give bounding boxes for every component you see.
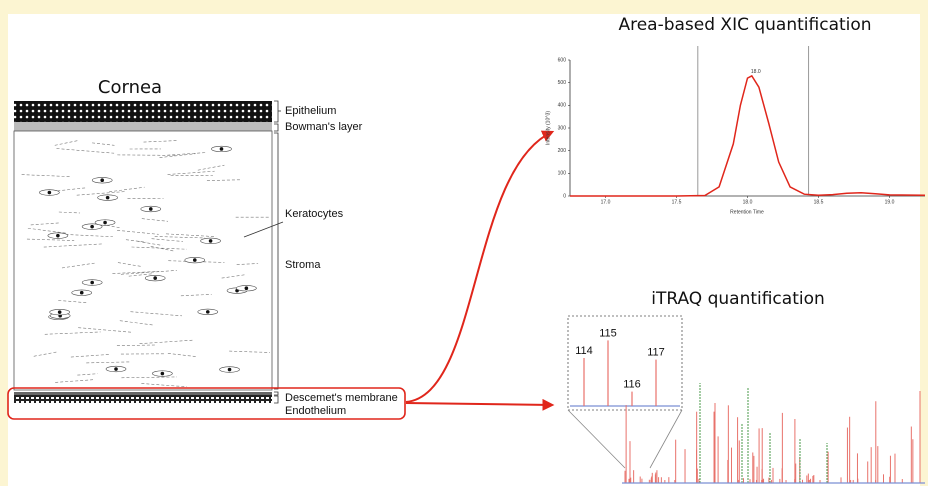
layer-label: Keratocytes bbox=[285, 208, 344, 220]
keratocyte-nucleus bbox=[103, 221, 107, 225]
layer-label: Stroma bbox=[285, 259, 321, 271]
keratocyte-nucleus bbox=[220, 147, 224, 151]
x-tick-label: 17.0 bbox=[601, 199, 611, 205]
y-tick-label: 500 bbox=[558, 80, 567, 86]
x-tick-label: 18.5 bbox=[814, 199, 824, 205]
y-tick-label: 400 bbox=[558, 103, 567, 109]
keratocyte-nucleus bbox=[56, 234, 60, 238]
layer-label: Bowman's layer bbox=[285, 121, 363, 133]
x-tick-label: 19.0 bbox=[885, 199, 895, 205]
y-tick-label: 0 bbox=[563, 193, 566, 199]
layer-label: Epithelium bbox=[285, 105, 336, 117]
layer-label: Descemet's membrane bbox=[285, 392, 398, 404]
keratocyte-nucleus bbox=[209, 239, 213, 243]
keratocyte-nucleus bbox=[100, 178, 104, 182]
epithelium bbox=[14, 101, 272, 122]
keratocyte-nucleus bbox=[114, 367, 118, 371]
stroma bbox=[14, 131, 272, 390]
keratocyte-nucleus bbox=[161, 372, 165, 376]
inset-box bbox=[568, 316, 682, 410]
y-tick-label: 100 bbox=[558, 171, 567, 177]
cornea-diagram bbox=[14, 101, 272, 403]
keratocyte-nucleus bbox=[90, 225, 94, 229]
x-tick-label: 18.0 bbox=[743, 199, 753, 205]
y-tick-label: 300 bbox=[558, 125, 567, 131]
keratocyte-nucleus bbox=[149, 207, 153, 211]
endothelium bbox=[14, 395, 272, 403]
cornea-title: Cornea bbox=[98, 77, 162, 98]
keratocyte-nucleus bbox=[193, 258, 197, 262]
itraq-title: iTRAQ quantification bbox=[651, 289, 825, 309]
y-tick-label: 600 bbox=[558, 57, 567, 63]
peak-label: 18.0 bbox=[751, 69, 761, 75]
reporter-label: 116 bbox=[623, 379, 641, 391]
keratocyte-nucleus bbox=[80, 291, 84, 295]
descemets-membrane bbox=[14, 392, 272, 395]
x-tick-label: 17.5 bbox=[672, 199, 682, 205]
keratocyte-nucleus bbox=[153, 276, 157, 280]
reporter-label: 115 bbox=[599, 327, 617, 339]
layer-label: Endothelium bbox=[285, 405, 346, 417]
figure: Cornea Epithelium Bowman's layer Keratoc… bbox=[0, 0, 928, 486]
reporter-label: 114 bbox=[575, 345, 593, 357]
y-axis-label: Intensity (10^3) bbox=[545, 111, 551, 145]
keratocyte-nucleus bbox=[106, 196, 110, 200]
keratocyte-nucleus bbox=[228, 368, 232, 372]
xic-title: Area-based XIC quantification bbox=[618, 15, 871, 35]
keratocyte-nucleus bbox=[206, 310, 210, 314]
bowmans-layer bbox=[14, 122, 272, 131]
y-tick-label: 200 bbox=[558, 148, 567, 154]
reporter-label: 117 bbox=[647, 347, 665, 359]
x-axis-label: Retention Time bbox=[730, 209, 764, 215]
keratocyte-nucleus bbox=[48, 191, 52, 195]
keratocyte-nucleus bbox=[245, 286, 249, 290]
keratocyte-nucleus bbox=[90, 281, 94, 285]
keratocyte-nucleus bbox=[58, 310, 62, 314]
